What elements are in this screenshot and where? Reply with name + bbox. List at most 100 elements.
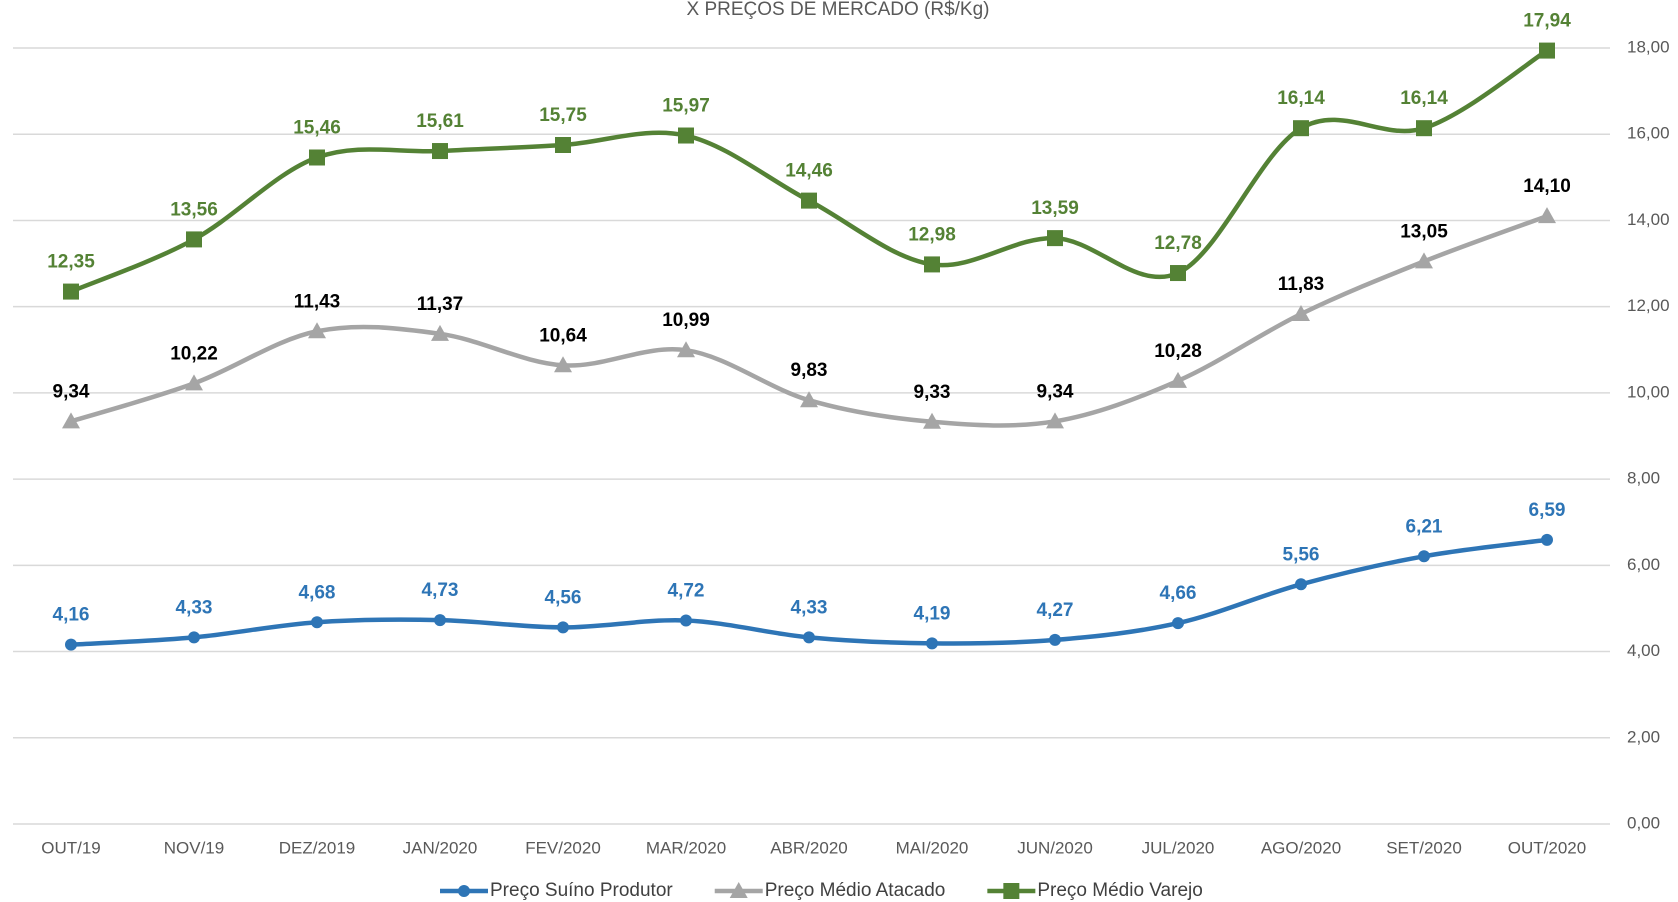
data-point [63,283,79,300]
data-label: 15,97 [662,96,710,117]
y-tick-label: 18,00 [1627,37,1670,56]
data-label: 13,59 [1031,198,1079,219]
data-label: 10,99 [662,310,710,331]
data-point [1538,207,1556,224]
data-label: 11,37 [417,294,464,315]
x-tick-label: ABR/2020 [770,838,848,857]
data-label: 11,43 [294,291,341,312]
data-point [65,638,77,651]
y-tick-label: 8,00 [1627,469,1660,488]
y-tick-label: 14,00 [1627,210,1670,229]
data-point [1292,304,1310,321]
legend-label: Preço Médio Varejo [1037,880,1202,901]
data-point [1047,230,1063,247]
legend-label: Preço Suíno Produtor [490,880,673,901]
x-tick-label: JAN/2020 [403,838,478,857]
data-point [924,256,940,273]
x-tick-label: OUT/19 [41,838,101,857]
data-point [309,149,325,166]
data-point [1170,265,1186,282]
data-point [1046,412,1064,429]
data-label: 4,27 [1037,600,1074,621]
x-tick-label: MAI/2020 [896,838,969,857]
data-point [1172,617,1184,630]
data-label: 4,33 [791,597,828,618]
chart-title: X PREÇOS DE MERCADO (R$/Kg) [687,0,990,20]
data-point [803,631,815,644]
data-label: 4,72 [668,581,705,602]
legend-label: Preço Médio Atacado [765,880,946,901]
data-label: 9,34 [53,381,90,402]
legend-marker [458,885,470,897]
data-point [801,192,817,209]
data-label: 4,68 [299,582,336,603]
data-point [677,341,695,358]
y-tick-label: 0,00 [1627,813,1660,832]
series-line [70,537,1548,647]
x-tick-label: JUN/2020 [1017,838,1093,857]
data-point [432,143,448,160]
x-tick-label: NOV/19 [164,838,224,857]
data-label: 6,59 [1529,500,1566,521]
x-tick-label: OUT/2020 [1508,838,1586,857]
data-label: 4,19 [914,603,951,624]
data-point [1418,550,1430,563]
data-label: 9,33 [914,382,951,403]
data-label: 13,05 [1400,221,1448,242]
x-tick-label: JUL/2020 [1142,838,1215,857]
data-point [555,137,571,153]
data-label: 4,66 [1160,583,1197,604]
data-point [923,412,941,429]
data-point [1169,371,1187,388]
y-tick-label: 2,00 [1627,727,1660,746]
y-tick-label: 10,00 [1627,382,1670,401]
data-point [1541,533,1553,546]
data-point [800,391,818,408]
data-label: 9,83 [791,360,828,381]
y-tick-label: 6,00 [1627,555,1660,574]
data-point [926,637,938,650]
data-label: 16,14 [1277,88,1325,109]
legend-marker [729,882,748,898]
data-point [1539,42,1555,59]
data-label: 4,16 [53,605,90,626]
legend-marker [1003,883,1020,899]
data-label: 6,21 [1406,516,1443,537]
data-label: 17,94 [1523,11,1571,32]
data-point [554,356,572,373]
data-point [1295,578,1307,591]
data-label: 12,35 [47,252,95,273]
data-label: 10,64 [539,325,587,346]
data-point [557,621,569,634]
data-point [431,324,449,341]
x-tick-label: FEV/2020 [525,838,601,857]
data-point [434,614,446,627]
y-tick-label: 16,00 [1627,124,1670,143]
data-label: 4,33 [176,597,213,618]
data-label: 12,98 [908,224,956,245]
data-point [308,322,326,339]
data-label: 15,75 [539,105,587,126]
data-point [188,631,200,644]
y-tick-label: 4,00 [1627,641,1660,660]
data-label: 10,22 [170,343,218,364]
data-point [311,616,323,629]
data-point [1416,120,1432,137]
data-point [1415,252,1433,269]
data-label: 4,73 [422,580,459,601]
data-label: 14,46 [785,161,833,182]
data-point [185,374,203,391]
data-label: 13,56 [170,199,218,220]
data-label: 4,56 [545,587,582,608]
data-label: 15,46 [293,118,341,139]
x-tick-label: AGO/2020 [1261,838,1341,857]
data-label: 16,14 [1400,88,1448,109]
data-label: 10,28 [1154,341,1202,362]
data-point [678,127,694,144]
data-label: 14,10 [1523,176,1571,197]
data-label: 11,83 [1278,274,1325,295]
data-point [1049,633,1061,646]
data-label: 5,56 [1283,544,1320,565]
